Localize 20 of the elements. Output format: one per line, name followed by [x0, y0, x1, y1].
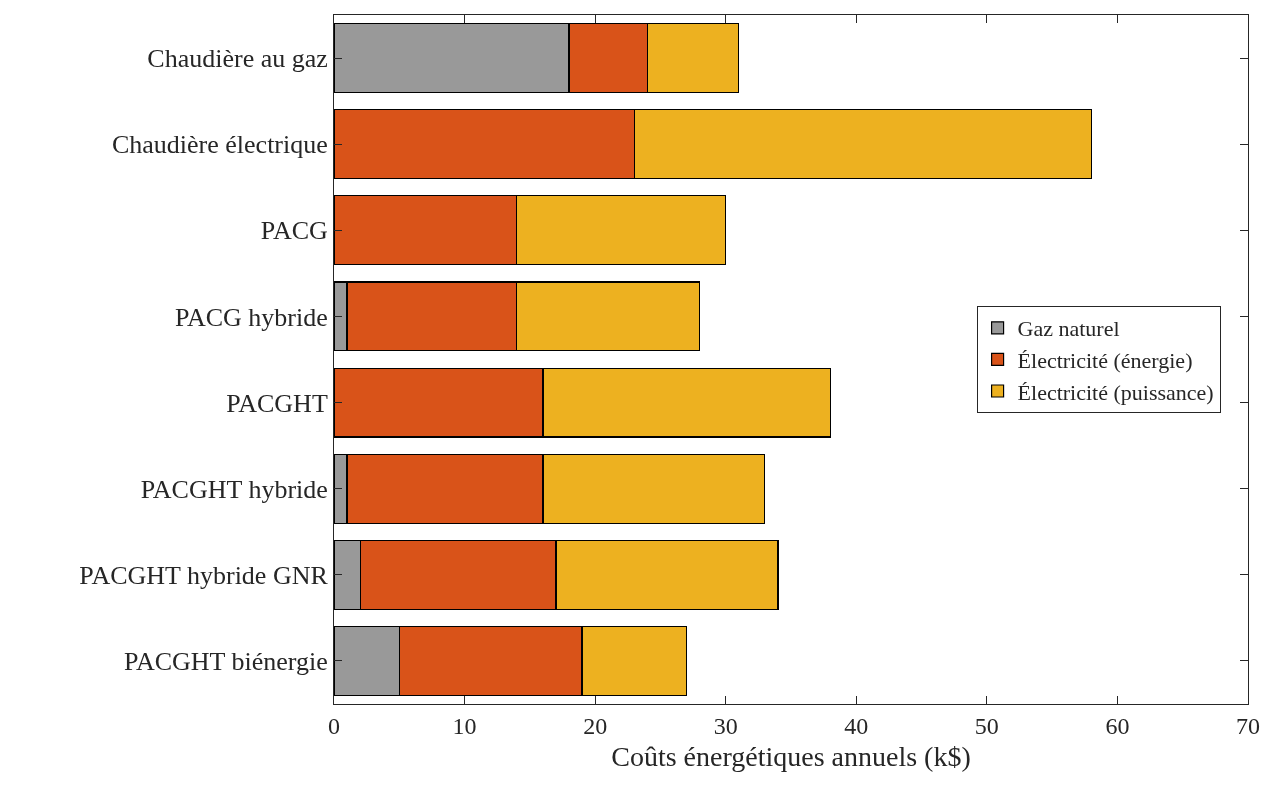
x-tick-label: 0: [328, 712, 340, 739]
legend-label: Électricité (puissance): [1017, 379, 1214, 405]
x-tick-label: 10: [452, 712, 477, 739]
legend-label: Gaz naturel: [1017, 316, 1120, 342]
x-axis-title: Coûts énergétiques annuels (k$): [611, 740, 971, 772]
y-tick-label: PACGHT biénergie: [123, 647, 328, 677]
x-tick-label: 50: [974, 712, 999, 739]
y-tick-label: PACG: [260, 216, 328, 246]
y-tick-label: Chaudière au gaz: [147, 44, 328, 74]
y-tick-label: PACGHT: [226, 388, 328, 418]
x-tick-label: 30: [713, 712, 738, 739]
y-tick-label: PACGHT hybride: [140, 474, 328, 504]
y-tick-label: Chaudière électrique: [111, 130, 328, 160]
x-tick-label: 40: [844, 712, 869, 739]
x-tick-label: 60: [1105, 712, 1130, 739]
y-tick-label: PACG hybride: [174, 302, 328, 332]
x-tick-label: 70: [1236, 712, 1260, 739]
y-tick-label: PACGHT hybride GNR: [79, 560, 329, 590]
legend-label: Électricité (énergie): [1017, 347, 1193, 373]
x-tick-label: 20: [583, 712, 608, 739]
